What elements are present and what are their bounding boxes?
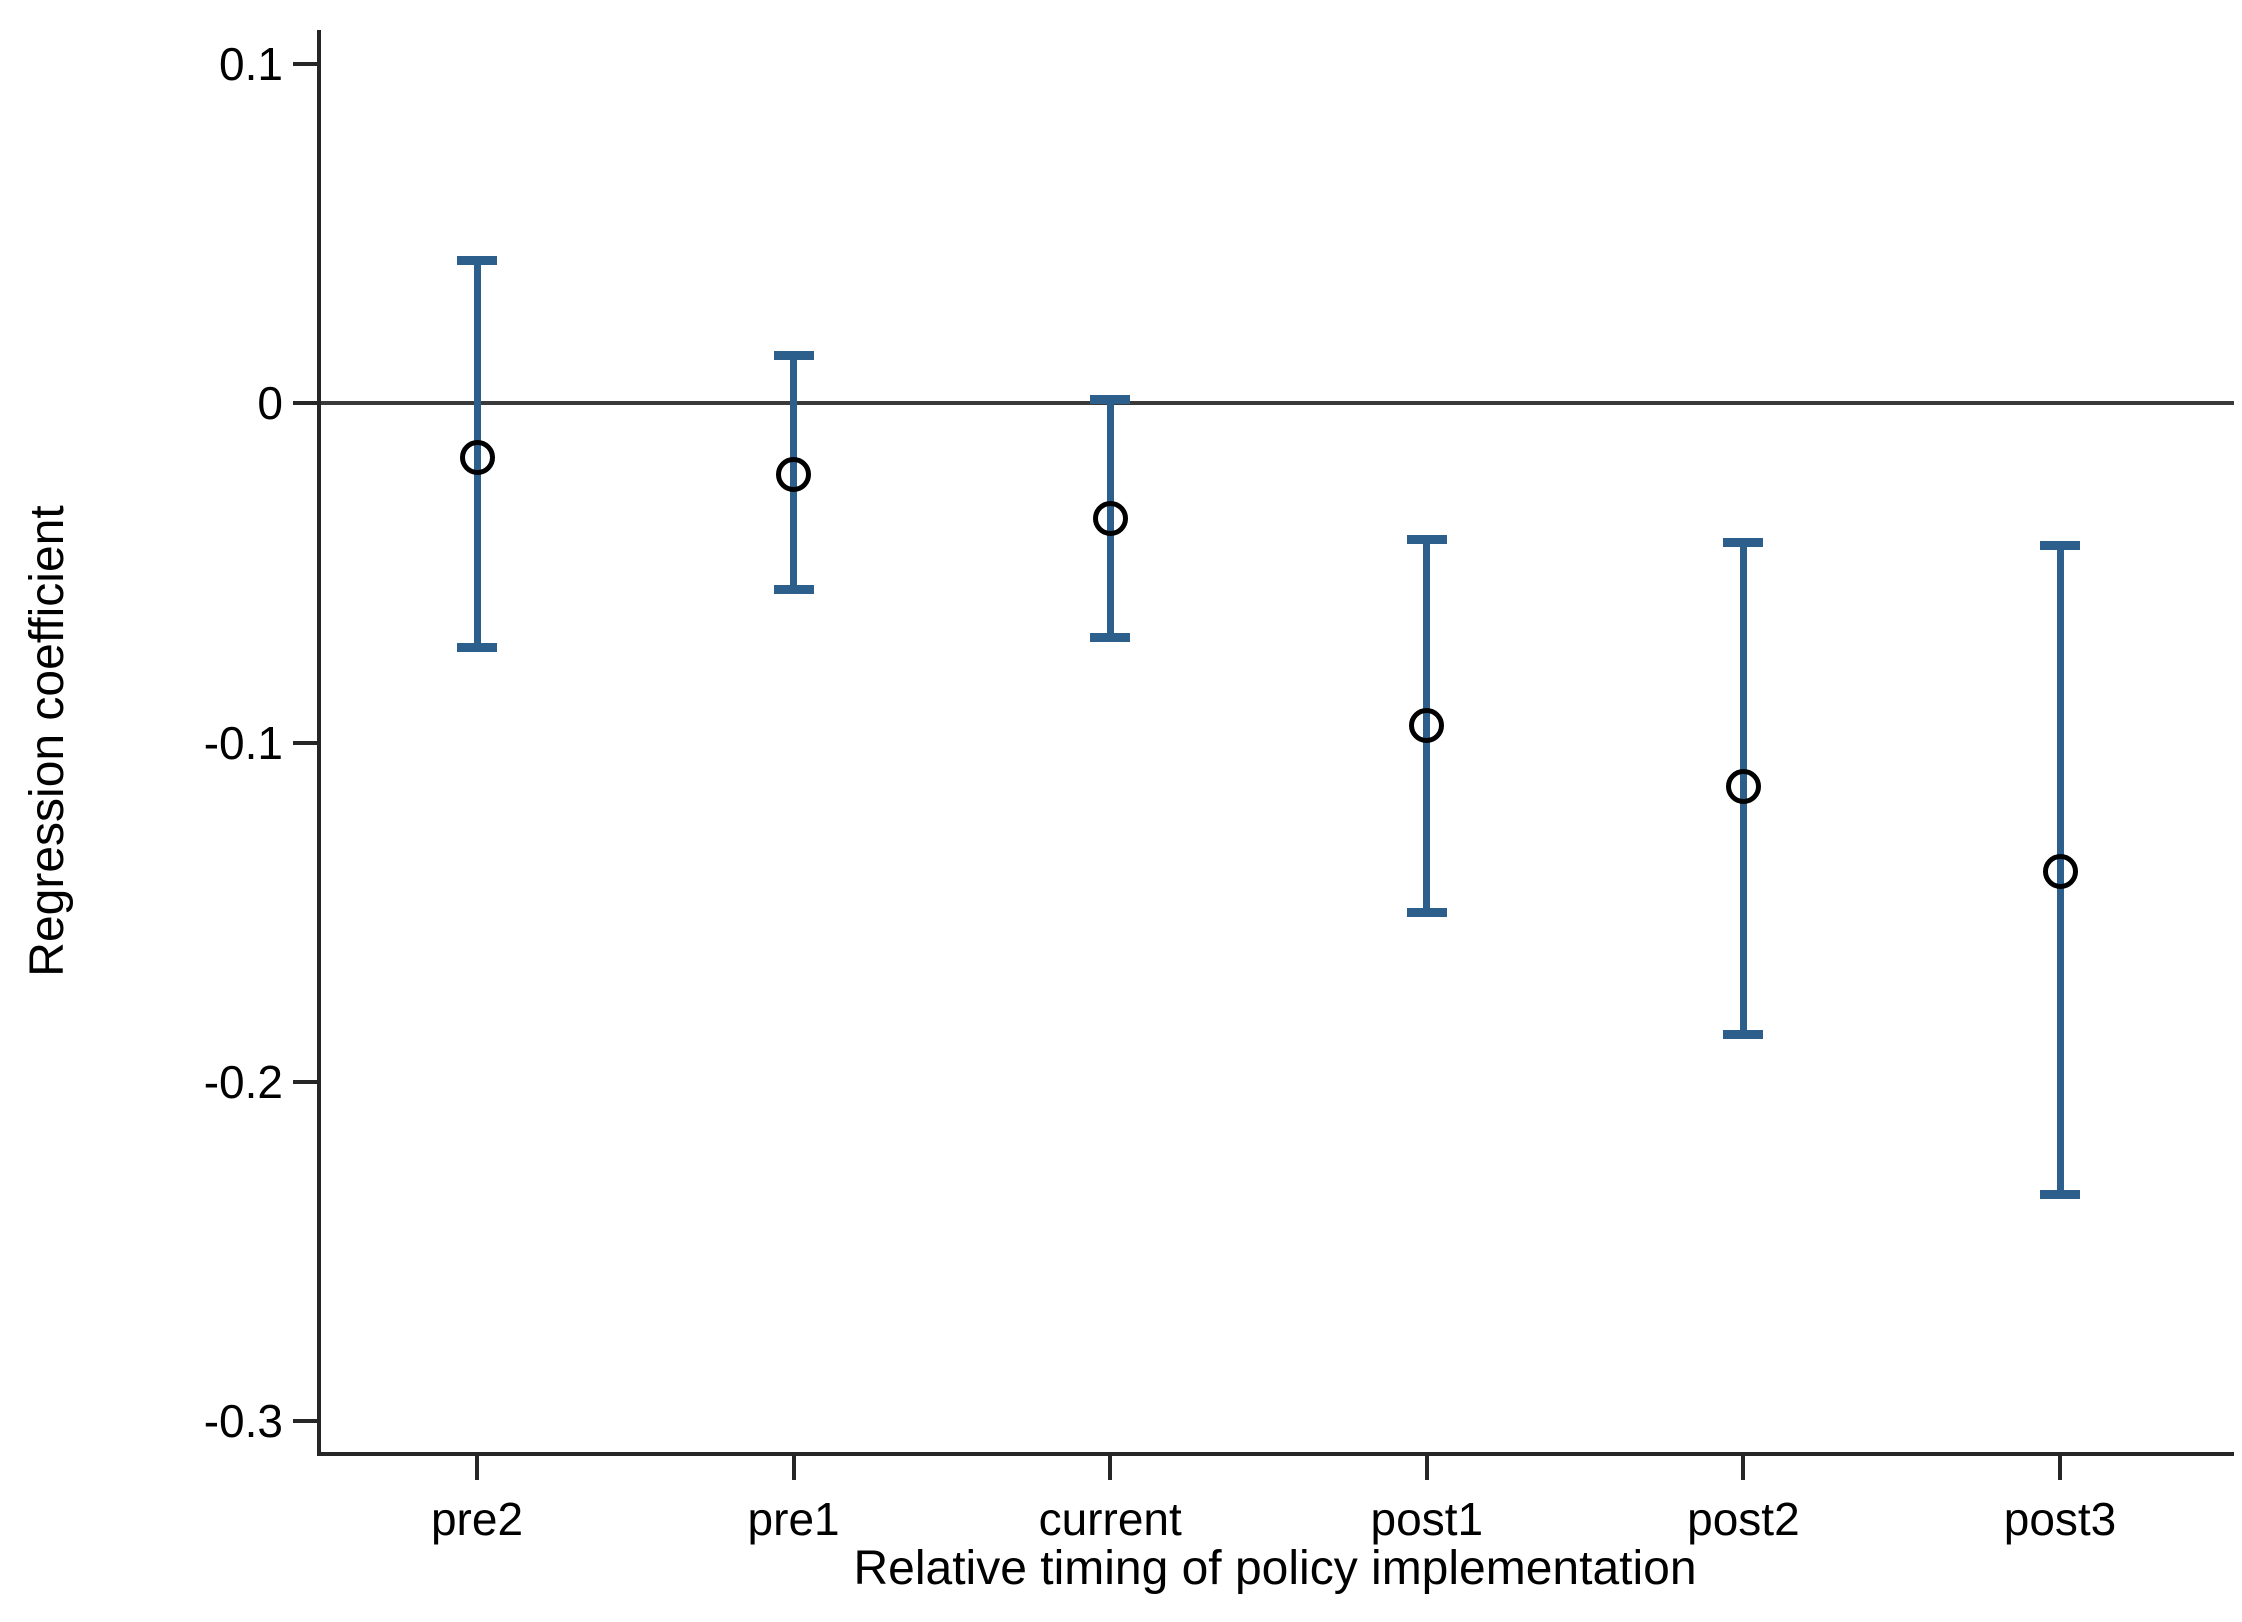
x-tick-post2 bbox=[1741, 1454, 1746, 1480]
coefficient-marker-pre1 bbox=[776, 457, 812, 493]
x-tick-pre2 bbox=[475, 1454, 479, 1480]
x-tick-label-pre1: pre1 bbox=[747, 1493, 840, 1545]
y-axis-line bbox=[317, 30, 321, 1456]
x-tick-label-pre2: pre2 bbox=[430, 1493, 524, 1545]
y-tick-label-0.1: 0.1 bbox=[219, 37, 283, 90]
x-tick-label-post3: post3 bbox=[2003, 1493, 2117, 1545]
y-tick-0 bbox=[293, 401, 319, 406]
error-bar-upper-cap-pre2 bbox=[457, 256, 497, 266]
x-axis-title: Relative timing of policy implementation bbox=[853, 1542, 1697, 1595]
y-tick-label--0.2: -0.2 bbox=[203, 1056, 283, 1109]
error-bar-upper-cap-pre1 bbox=[773, 351, 814, 361]
error-bar-upper-cap-post1 bbox=[1406, 534, 1447, 544]
error-bar-lower-cap-post1 bbox=[1406, 907, 1447, 917]
error-bar-lower-cap-pre1 bbox=[773, 585, 814, 595]
error-bar-lower-cap-post2 bbox=[1723, 1030, 1764, 1040]
x-tick-current bbox=[1108, 1454, 1113, 1480]
error-bar-lower-cap-post3 bbox=[2040, 1189, 2080, 1199]
error-bar-lower-cap-current bbox=[1090, 632, 1131, 642]
error-bar-lower-cap-pre2 bbox=[457, 643, 497, 653]
x-tick-pre1 bbox=[791, 1454, 796, 1480]
y-tick--0.2 bbox=[293, 1080, 319, 1085]
x-tick-label-current: current bbox=[1038, 1493, 1182, 1545]
x-axis-line bbox=[317, 1452, 2234, 1456]
coefficient-marker-post1 bbox=[1409, 708, 1445, 744]
coefficient-marker-post3 bbox=[2042, 854, 2078, 890]
y-tick--0.3 bbox=[293, 1419, 319, 1424]
error-bar-upper-cap-current bbox=[1090, 395, 1131, 405]
coefficient-marker-current bbox=[1092, 501, 1128, 537]
y-tick-0.1 bbox=[293, 61, 319, 66]
error-bar-upper-cap-post3 bbox=[2040, 541, 2080, 551]
x-tick-label-post2: post2 bbox=[1687, 1493, 1800, 1545]
y-tick--0.1 bbox=[293, 740, 319, 745]
y-axis-title: Regression coefficient bbox=[21, 505, 74, 977]
y-tick-label--0.1: -0.1 bbox=[203, 716, 283, 769]
zero-reference-line bbox=[319, 401, 2234, 405]
x-tick-label-post1: post1 bbox=[1370, 1493, 1484, 1545]
y-tick-label-0: 0 bbox=[257, 377, 283, 430]
x-tick-post1 bbox=[1424, 1454, 1429, 1480]
coefficient-marker-pre2 bbox=[459, 440, 495, 476]
x-tick-post3 bbox=[2058, 1454, 2062, 1480]
y-tick-label--0.3: -0.3 bbox=[203, 1395, 283, 1448]
coefficient-marker-post2 bbox=[1725, 769, 1761, 805]
error-bar-upper-cap-post2 bbox=[1723, 537, 1764, 547]
